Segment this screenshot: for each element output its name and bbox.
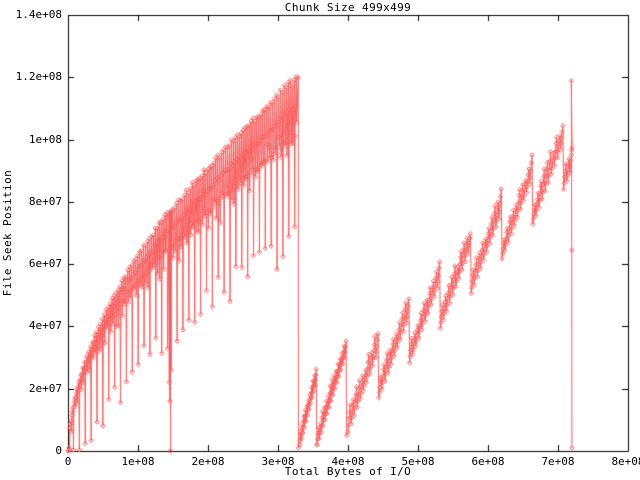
y-tick-label: 6e+07 [28,257,62,271]
y-tick-label: 4e+07 [28,319,62,333]
y-tick-label: 1e+08 [28,132,62,146]
y-tick-label: 8e+07 [28,194,62,208]
x-tick-label: 1e+08 [121,455,155,468]
x-tick-label: 4e+08 [331,455,365,468]
y-tick-label: 1.4e+08 [15,8,62,21]
x-tick-label: 7e+08 [541,455,575,468]
y-tick-label: 0 [55,444,62,457]
y-tick-label: 1.2e+08 [15,70,62,84]
chart-title: Chunk Size 499x499 [284,1,412,14]
x-tick-label: 2e+08 [191,455,225,468]
x-tick-label: 5e+08 [401,455,435,468]
x-axis-title: Total Bytes of I/O [284,465,412,478]
x-tick-label: 6e+08 [471,455,505,468]
x-tick-label: 3e+08 [261,455,295,468]
y-tick-label: 2e+07 [28,381,62,395]
x-tick-label: 8e+08 [611,455,640,468]
x-tick-label: 0 [64,455,72,468]
